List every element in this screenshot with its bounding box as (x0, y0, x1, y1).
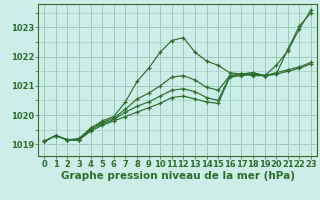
X-axis label: Graphe pression niveau de la mer (hPa): Graphe pression niveau de la mer (hPa) (60, 171, 295, 181)
